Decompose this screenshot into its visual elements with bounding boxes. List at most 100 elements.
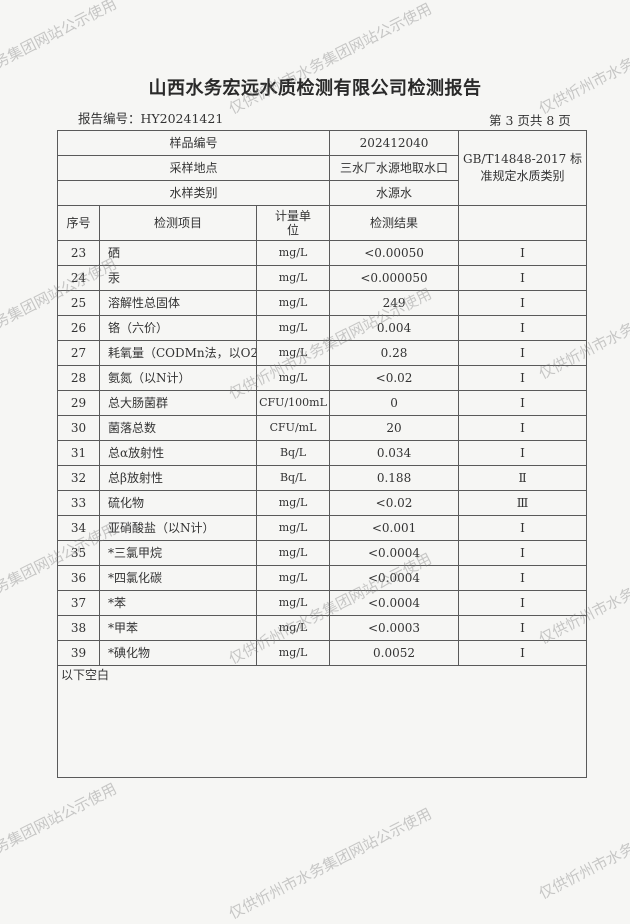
row-seq: 38 xyxy=(57,615,100,641)
row-item: *甲苯 xyxy=(99,615,257,641)
row-unit: mg/L xyxy=(255,565,331,591)
watermark-text: 仅供忻州市水务集团网站公示使用 xyxy=(0,779,120,898)
table-row: 34 亚硝酸盐（以N计） mg/L <0.001 Ⅰ xyxy=(57,515,588,541)
row-unit: mg/L xyxy=(255,240,331,266)
row-item: 耗氧量（CODMn法，以O2计） xyxy=(99,340,257,366)
row-result: 0.0052 xyxy=(329,640,460,666)
sample-no-value: 202412040 xyxy=(329,130,460,156)
row-unit: Bq/L xyxy=(255,465,331,491)
row-class: Ⅰ xyxy=(458,565,588,591)
row-unit: mg/L xyxy=(255,540,331,566)
row-item: 总大肠菌群 xyxy=(99,390,257,416)
sample-no-row: 样品编号 202412040 GB/T14848-2017 标准规定水质类别 xyxy=(56,130,588,206)
table-row: 25 溶解性总固体 mg/L 249 Ⅰ xyxy=(57,290,588,316)
row-unit: CFU/100mL xyxy=(255,390,331,416)
row-class: Ⅰ xyxy=(458,590,588,616)
row-seq: 23 xyxy=(57,240,100,266)
col-item: 检测项目 xyxy=(99,205,257,241)
row-result: <0.0004 xyxy=(329,540,460,566)
row-item: 硫化物 xyxy=(99,490,257,516)
sample-no-label: 样品编号 xyxy=(56,130,331,156)
table-row: 29 总大肠菌群 CFU/100mL 0 Ⅰ xyxy=(57,390,588,416)
type-value: 水源水 xyxy=(329,180,460,206)
row-result: <0.02 xyxy=(329,365,460,391)
row-seq: 25 xyxy=(57,290,100,316)
row-seq: 28 xyxy=(57,365,100,391)
col-class xyxy=(458,205,588,241)
row-unit: mg/L xyxy=(255,490,331,516)
row-item: 铬（六价） xyxy=(99,315,257,341)
row-result: 0.28 xyxy=(329,340,460,366)
row-unit: CFU/mL xyxy=(255,415,331,441)
table-row: 24 汞 mg/L <0.000050 Ⅰ xyxy=(57,265,588,291)
row-result: <0.0004 xyxy=(329,590,460,616)
row-result: 0.188 xyxy=(329,465,460,491)
row-item: 总α放射性 xyxy=(99,440,257,466)
row-result: <0.000050 xyxy=(329,265,460,291)
row-seq: 32 xyxy=(57,465,100,491)
row-result: 20 xyxy=(329,415,460,441)
row-class: Ⅲ xyxy=(458,490,588,516)
row-result: 0.004 xyxy=(329,315,460,341)
type-label: 水样类别 xyxy=(56,180,331,206)
col-unit: 计量单位 xyxy=(255,205,331,241)
row-class: Ⅰ xyxy=(458,365,588,391)
watermark-text: 仅供忻州市水务集团网站公示使用 xyxy=(225,804,435,923)
row-result: <0.00050 xyxy=(329,240,460,266)
table-row: 39 *碘化物 mg/L 0.0052 Ⅰ xyxy=(57,640,588,666)
row-result: <0.02 xyxy=(329,490,460,516)
row-unit: mg/L xyxy=(255,340,331,366)
site-label: 采样地点 xyxy=(56,155,331,181)
table-row: 33 硫化物 mg/L <0.02 Ⅲ xyxy=(57,490,588,516)
row-item: 硒 xyxy=(99,240,257,266)
row-seq: 24 xyxy=(57,265,100,291)
row-result: <0.0003 xyxy=(329,615,460,641)
col-seq: 序号 xyxy=(57,205,100,241)
row-class: Ⅰ xyxy=(458,515,588,541)
row-unit: mg/L xyxy=(255,590,331,616)
watermark-text: 仅供忻州市水务集团网站公示使用 xyxy=(535,0,630,118)
row-class: Ⅰ xyxy=(458,440,588,466)
row-class: Ⅰ xyxy=(458,640,588,666)
row-class: Ⅰ xyxy=(458,240,588,266)
report-number: 报告编号：HY20241421 xyxy=(78,111,224,126)
site-row: 采样地点 三水厂水源地取水口 xyxy=(56,155,587,181)
row-item: *碘化物 xyxy=(99,640,257,666)
row-unit: mg/L xyxy=(255,265,331,291)
row-seq: 37 xyxy=(57,590,100,616)
row-item: 汞 xyxy=(99,265,257,291)
row-seq: 39 xyxy=(57,640,100,666)
table-row: 23 硒 mg/L <0.00050 Ⅰ xyxy=(57,240,588,266)
row-item: *三氯甲烷 xyxy=(99,540,257,566)
row-seq: 36 xyxy=(57,565,100,591)
row-unit: mg/L xyxy=(255,290,331,316)
row-class: Ⅰ xyxy=(458,390,588,416)
row-result: 249 xyxy=(329,290,460,316)
row-seq: 30 xyxy=(57,415,100,441)
row-result: <0.001 xyxy=(329,515,460,541)
row-class: Ⅰ xyxy=(458,615,588,641)
blank-note: 以下空白 xyxy=(56,665,588,778)
row-seq: 33 xyxy=(57,490,100,516)
table-row: 26 铬（六价） mg/L 0.004 Ⅰ xyxy=(57,315,588,341)
col-result: 检测结果 xyxy=(329,205,460,241)
report-title: 山西水务宏远水质检测有限公司检测报告 xyxy=(148,78,482,99)
row-seq: 34 xyxy=(57,515,100,541)
table-row: 31 总α放射性 Bq/L 0.034 Ⅰ xyxy=(57,440,588,466)
table-row: 28 氨氮（以N计） mg/L <0.02 Ⅰ xyxy=(57,365,588,391)
row-result: 0.034 xyxy=(329,440,460,466)
table-row: 30 菌落总数 CFU/mL 20 Ⅰ xyxy=(57,415,588,441)
row-seq: 35 xyxy=(57,540,100,566)
blank-row: 以下空白 xyxy=(56,665,588,778)
table-row: 37 *苯 mg/L <0.0004 Ⅰ xyxy=(57,590,588,616)
row-seq: 31 xyxy=(57,440,100,466)
row-result: 0 xyxy=(329,390,460,416)
row-seq: 29 xyxy=(57,390,100,416)
row-result: <0.0004 xyxy=(329,565,460,591)
watermark-text: 仅供忻州市水务集团网站公示使用 xyxy=(225,0,435,118)
row-class: Ⅰ xyxy=(458,265,588,291)
table-row: 35 *三氯甲烷 mg/L <0.0004 Ⅰ xyxy=(57,540,588,566)
row-item: 氨氮（以N计） xyxy=(99,365,257,391)
table-row: 32 总β放射性 Bq/L 0.188 Ⅱ xyxy=(57,465,588,491)
